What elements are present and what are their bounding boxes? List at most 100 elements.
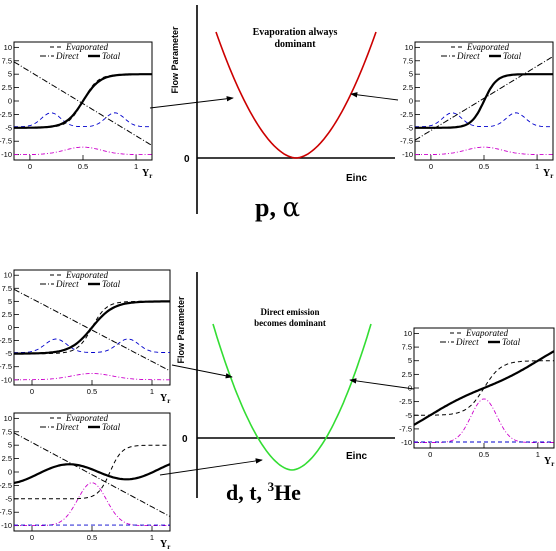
total-curve [14, 463, 170, 485]
y-tick-label: 7.5 [403, 56, 413, 65]
yr-axis-label: Yr [160, 393, 170, 405]
y-tick-label: 0 [408, 384, 412, 393]
y-tick-label: 10 [405, 43, 413, 52]
y-tick-label: 5 [408, 356, 412, 365]
total-curve [14, 300, 170, 355]
top-zero-label: 0 [184, 154, 190, 165]
y-tick-label: 0 [8, 97, 12, 106]
y-tick-label: 5 [8, 297, 12, 306]
evaporated-component-curve [14, 112, 152, 128]
x-tick-label: 1 [535, 162, 539, 171]
direct-component-curve [14, 373, 170, 381]
total-curve [414, 350, 554, 426]
y-tick-label: -2.5 [400, 110, 413, 119]
evaporated-component-curve [14, 338, 170, 354]
y-tick-label: 5 [8, 70, 12, 79]
y-tick-label: -5 [406, 123, 413, 132]
arrow-bottom-right [349, 378, 415, 390]
legend-label: Evaporated [65, 270, 108, 280]
x-tick-label: 0.5 [78, 162, 88, 171]
y-tick-label: 0 [8, 323, 12, 332]
direct-curve [415, 56, 553, 141]
x-tick-label: 0.5 [479, 450, 489, 459]
x-tick-label: 0 [28, 162, 32, 171]
y-tick-label: -10 [402, 150, 413, 159]
legend-label: Evaporated [465, 328, 508, 338]
x-tick-label: 0.5 [87, 387, 97, 396]
total-curve [14, 73, 152, 129]
y-tick-label: 2.5 [403, 83, 413, 92]
y-tick-label: 2.5 [2, 83, 12, 92]
legend-label: Total [502, 337, 521, 347]
y-tick-label: -5 [5, 494, 12, 503]
y-tick-label: -7.5 [0, 362, 12, 371]
legend-label: Total [102, 279, 121, 289]
legend-label: Evaporated [65, 413, 108, 423]
y-tick-label: -5 [405, 411, 412, 420]
y-tick-label: 7.5 [2, 56, 12, 65]
y-tick-label: 2.5 [402, 370, 412, 379]
legend-label: Direct [55, 422, 79, 432]
panel-bottom-left-upper: 10 7.5 5 2.5 0 -2.5 -5 -7.5 -10 0 0.5 1 Yr Evaporated… [0, 269, 171, 405]
x-tick-label: 1 [150, 533, 154, 542]
yr-axis-label: Yr [142, 168, 152, 180]
y-tick-label: 7.5 [402, 343, 412, 352]
panel-bottom-right: 10 7.5 5 2.5 0 -2.5 -5 -7.5 -10 0 0.5 1 Yr Evaporated… [399, 327, 555, 468]
x-tick-label: 0 [30, 533, 34, 542]
y-tick-label: 7.5 [2, 284, 12, 293]
y-tick-label: 7.5 [2, 427, 12, 436]
legend-label: Total [102, 51, 121, 61]
yr-panels: 107.552.50-2.5-5-7.5-100 0.5 1YrEvaporated… [0, 41, 555, 551]
legend-label: Direct [455, 337, 479, 347]
top-schematic: Flow Parameter 0 Einc Evaporation always… [170, 5, 395, 223]
bottom-flow-curve [212, 323, 372, 471]
y-tick-label: -2.5 [399, 397, 412, 406]
y-tick-label: 0 [409, 97, 413, 106]
top-title-line1: Evaporation always [253, 27, 338, 38]
total-curve [415, 73, 553, 129]
arrow-top-right [350, 92, 399, 101]
yr-axis-label: Yr [544, 456, 554, 468]
yr-axis-label: Yr [160, 539, 170, 551]
y-tick-label: -7.5 [0, 508, 12, 517]
top-caption: p, α [255, 193, 300, 223]
legend-label: Evaporated [466, 42, 509, 52]
direct-component-curve [14, 146, 152, 156]
x-tick-label: 1 [150, 387, 154, 396]
arrow-bottom-left-lower [159, 458, 263, 476]
direct-curve [14, 61, 152, 146]
direct-curve [14, 288, 170, 372]
x-tick-label: 0 [428, 450, 432, 459]
legend-label: Total [102, 422, 121, 432]
y-tick-label: 10 [404, 329, 412, 338]
legend-label: Direct [456, 51, 480, 61]
y-tick-label: -7.5 [400, 137, 413, 146]
bottom-title-line1: Direct emission [260, 307, 319, 317]
y-tick-label: -2.5 [0, 336, 12, 345]
y-tick-label: 2.5 [2, 454, 12, 463]
x-tick-label: 0 [429, 162, 433, 171]
y-tick-label: -2.5 [0, 481, 12, 490]
bottom-schematic: Flow Parameter 0 Einc Direct emission be… [176, 272, 395, 505]
direct-component-curve [414, 398, 554, 443]
legend-label: Evaporated [65, 42, 108, 52]
y-tick-label: -10 [1, 375, 12, 384]
y-tick-label: -7.5 [0, 137, 12, 146]
y-tick-label: -10 [1, 521, 12, 530]
y-tick-label: -10 [401, 438, 412, 447]
x-tick-label: 1 [134, 162, 138, 171]
bottom-xlabel: Einc [346, 451, 368, 462]
direct-curve [14, 432, 170, 517]
bottom-caption: d, t, 3He [226, 479, 301, 505]
y-tick-label: -2.5 [0, 110, 12, 119]
legend-label: Total [503, 51, 522, 61]
x-tick-label: 0.5 [87, 533, 97, 542]
y-tick-label: 2.5 [2, 310, 12, 319]
y-tick-label: 5 [409, 70, 413, 79]
panel-frame [13, 412, 171, 532]
y-tick-label: 0 [8, 468, 12, 477]
yr-axis-label: Yr [543, 168, 553, 180]
top-flow-curve [215, 31, 377, 159]
bottom-ylabel: Flow Parameter [176, 296, 186, 364]
